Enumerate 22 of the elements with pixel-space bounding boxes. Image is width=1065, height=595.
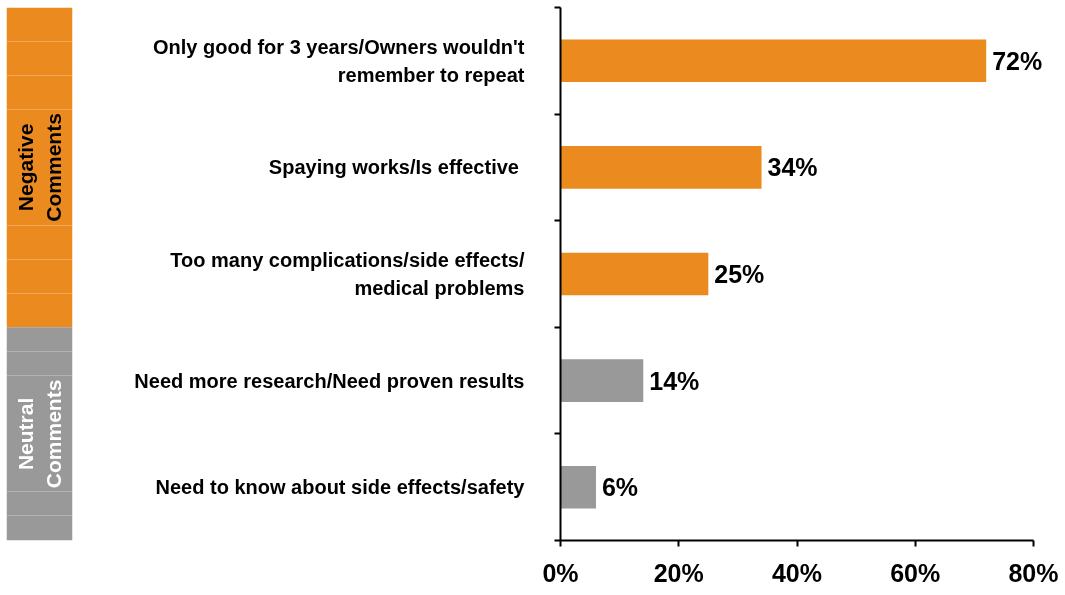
y-tick-label: Only good for 3 years/Owners wouldn't remember to repeat bbox=[153, 35, 525, 87]
x-tick-label: 20% bbox=[653, 558, 704, 587]
data-label: 34% bbox=[767, 153, 818, 182]
x-tick-label: 0% bbox=[542, 558, 579, 587]
bar bbox=[560, 146, 762, 189]
y-tick-label: Need more research/Need proven results bbox=[134, 369, 525, 392]
x-tick-label: 80% bbox=[1008, 558, 1059, 587]
data-label: 72% bbox=[992, 46, 1043, 75]
data-label: 25% bbox=[714, 260, 765, 288]
legend-label: Negative Comments bbox=[13, 113, 66, 222]
bar bbox=[560, 359, 644, 402]
bar bbox=[560, 252, 709, 296]
bar bbox=[560, 39, 987, 83]
legend-label: Neutral Comments bbox=[13, 379, 66, 489]
y-tick-label: Spaying works/Is effective bbox=[268, 156, 519, 179]
x-tick-label: 40% bbox=[771, 558, 823, 587]
y-tick-label: Need to know about side effects/safety bbox=[155, 476, 526, 499]
y-tick-label: Too many complications/side effects/ medical problems bbox=[170, 248, 525, 300]
x-tick-label: 60% bbox=[890, 558, 941, 587]
data-label: 6% bbox=[601, 473, 639, 502]
data-label: 14% bbox=[649, 366, 700, 395]
bar bbox=[560, 465, 596, 509]
